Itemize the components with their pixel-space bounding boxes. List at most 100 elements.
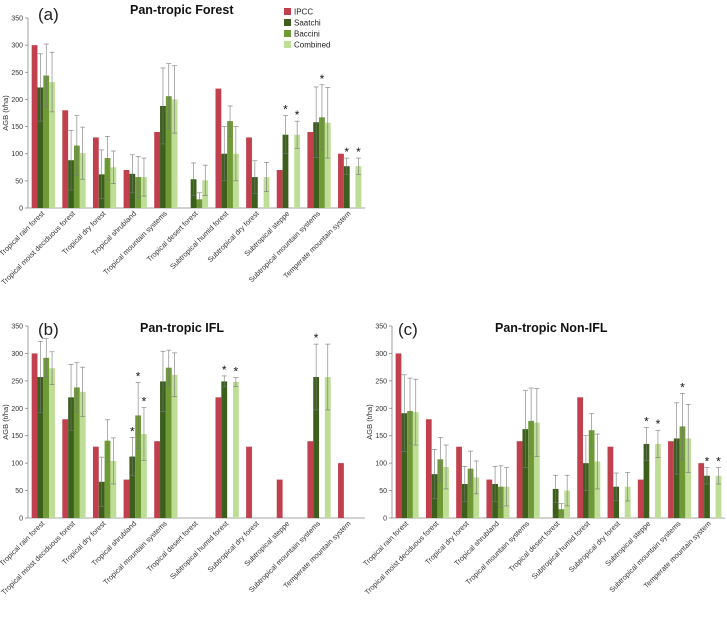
y-tick-label: 350 [11,324,23,331]
bar-baccini-subtropical-humid-forest [588,430,595,518]
significance-star: * [705,455,710,469]
bar-combined-tropical-rain-forest [412,412,419,518]
y-tick-label: 0 [19,516,23,523]
y-tick-label: 300 [11,351,23,358]
bar-ipcc-temperate-mountain-system [698,463,705,518]
bar-saatchi-subtropical-dry-forest [613,486,620,518]
bar-ipcc-subtropical-steppe [637,479,644,518]
category-label: Subtropical humid forest [168,519,230,581]
bar-combined-subtropical-mountain-systems [685,438,692,518]
bar-combined-tropical-mountain-systems [171,374,178,518]
bar-baccini-tropical-moist-deciduous-forest [73,145,80,208]
bar-ipcc-tropical-shrubland [123,479,130,518]
y-tick-label: 200 [11,97,23,104]
bar-combined-tropical-moist-deciduous-forest [79,391,86,518]
y-tick-label: 50 [15,488,23,495]
bar-baccini-subtropical-mountain-systems [319,117,325,208]
legend-label-ipcc: IPCC [294,8,313,17]
significance-star: * [283,103,288,117]
significance-star: * [344,145,349,159]
significance-star: * [656,417,661,431]
bar-ipcc-subtropical-dry-forest [246,446,252,518]
y-tick-label: 150 [375,433,387,440]
significance-star: * [356,145,361,159]
bar-combined-tropical-rain-forest [49,368,55,518]
bar-saatchi-tropical-shrubland [129,456,136,518]
significance-star: * [314,331,319,345]
bar-ipcc-tropical-rain-forest [395,353,402,518]
bar-saatchi-tropical-rain-forest [37,377,44,518]
y-tick-label: 350 [11,16,23,23]
bar-saatchi-subtropical-mountain-systems [313,377,320,518]
bar-saatchi-subtropical-steppe [643,443,650,518]
bar-baccini-tropical-dry-forest [104,158,111,208]
bar-ipcc-subtropical-steppe [276,170,283,208]
bar-baccini-subtropical-mountain-systems [679,426,686,518]
bar-combined-subtropical-dry-forest [263,177,270,208]
bar-ipcc-tropical-moist-deciduous-forest [425,419,432,518]
bar-ipcc-subtropical-dry-forest [246,137,252,208]
bar-combined-tropical-moist-deciduous-forest [443,466,449,518]
category-label: Subtropical dry forest [206,209,261,264]
y-tick-label: 100 [11,151,23,158]
significance-star: * [295,108,300,122]
bar-ipcc-tropical-mountain-systems [154,132,161,208]
bar-baccini-subtropical-humid-forest [227,121,233,208]
bar-combined-subtropical-humid-forest [594,461,601,518]
bar-combined-tropical-mountain-systems [533,422,540,518]
bar-ipcc-subtropical-humid-forest [215,397,222,518]
y-tick-label: 0 [19,206,23,213]
category-label: Subtropical humid forest [168,209,230,271]
bar-ipcc-tropical-dry-forest [456,446,462,518]
bar-ipcc-tropical-rain-forest [31,353,38,518]
significance-star: * [644,414,649,428]
legend-swatch-combined [284,41,291,48]
bar-ipcc-subtropical-mountain-systems [307,132,314,208]
panel-label: (a) [38,5,59,24]
significance-star: * [234,365,239,379]
bar-baccini-tropical-moist-deciduous-forest [437,459,444,518]
y-tick-label: 100 [375,461,387,468]
y-tick-label: 150 [11,433,23,440]
bar-saatchi-tropical-mountain-systems [522,429,529,518]
bar-baccini-tropical-shrubland [135,415,142,518]
bar-saatchi-temperate-mountain-system [704,475,710,518]
bar-combined-tropical-rain-forest [49,82,55,208]
bar-combined-tropical-dry-forest [110,167,117,208]
legend: IPCC Saatchi Baccini Combined [284,8,330,50]
bar-combined-subtropical-dry-forest [624,486,631,518]
bar-ipcc-tropical-shrubland [123,170,130,208]
y-tick-label: 250 [375,378,387,385]
bar-ipcc-tropical-rain-forest [31,45,38,209]
y-tick-label: 50 [15,178,23,185]
bar-combined-tropical-mountain-systems [171,99,178,208]
y-axis-label: AGB (t/ha) [1,404,10,440]
bar-ipcc-subtropical-humid-forest [577,397,584,518]
y-tick-label: 50 [379,488,387,495]
bar-combined-tropical-moist-deciduous-forest [79,153,86,208]
bar-ipcc-subtropical-mountain-systems [307,441,314,518]
y-tick-label: 150 [11,124,23,131]
y-tick-label: 100 [11,461,23,468]
bar-baccini-tropical-mountain-systems [528,420,534,518]
bar-baccini-tropical-rain-forest [43,75,50,209]
legend-swatch-baccini [284,30,291,37]
bar-combined-subtropical-steppe [294,134,301,208]
panel-label: (b) [38,320,59,339]
panel-c: 0 50 100 150 200 250 300 350 AGB (t/ha) (c) Pan-tr… [361,320,725,597]
bar-saatchi-tropical-rain-forest [37,87,44,208]
y-tick-label: 200 [375,406,387,413]
y-tick-label: 250 [11,70,23,77]
bar-ipcc-tropical-dry-forest [92,446,99,518]
significance-star: * [130,424,135,438]
bar-saatchi-tropical-desert-forest [552,488,559,518]
bar-ipcc-tropical-moist-deciduous-forest [62,419,69,518]
bar-baccini-tropical-moist-deciduous-forest [73,387,80,518]
y-tick-label: 300 [375,351,387,358]
bar-ipcc-tropical-dry-forest [92,137,99,208]
bar-combined-subtropical-steppe [655,443,661,518]
bar-ipcc-subtropical-steppe [276,479,283,518]
bar-baccini-tropical-mountain-systems [165,96,172,208]
y-tick-label: 300 [11,43,23,50]
